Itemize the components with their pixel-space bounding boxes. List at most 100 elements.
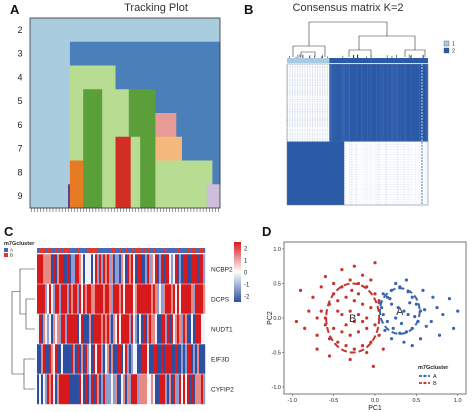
heatmap-cell <box>187 314 190 345</box>
pca-point-a <box>431 295 435 299</box>
annotation-cell <box>53 248 56 253</box>
gene-dendrogram-branch <box>19 268 35 315</box>
annotation-cell <box>79 248 82 253</box>
heatmap-cell <box>121 284 124 315</box>
pca-point-b <box>340 312 344 317</box>
heatmap-cell <box>195 314 198 345</box>
heatmap-cell <box>61 284 64 315</box>
pca-point-b <box>369 278 373 282</box>
heatmap-cell <box>77 314 80 345</box>
heatmap-cell <box>111 284 114 315</box>
annotation-cell <box>139 248 142 253</box>
tracking-cell <box>69 184 84 209</box>
heatmap-cell <box>59 254 62 285</box>
annotation-cell <box>203 248 206 253</box>
heatmap-cell <box>63 344 66 375</box>
heatmap-cell <box>85 344 88 375</box>
colorbar-tick-label: 2 <box>244 247 248 253</box>
heatmap-cell <box>181 314 184 345</box>
heatmap-cell <box>95 374 98 405</box>
pca-point-b <box>352 347 356 351</box>
panel-a-title: Tracking Plot <box>124 2 188 14</box>
tracking-cell <box>155 136 183 161</box>
pca-points <box>294 261 460 368</box>
heatmap-cell <box>167 314 170 345</box>
heatmap-cell <box>101 374 104 405</box>
tracking-cell <box>69 41 221 66</box>
heatmap-cell <box>75 254 78 285</box>
tracking-y-tick-label: 4 <box>17 72 22 82</box>
gene-dendrogram-branch <box>25 298 35 330</box>
pca-point-b <box>348 309 352 313</box>
tracking-cell <box>83 136 103 161</box>
pca-point-b <box>381 347 385 351</box>
gene-dendrogram-branch <box>11 291 24 375</box>
pca-y-tick-label: 0.5 <box>273 281 281 287</box>
panel-d-letter: D <box>262 224 271 239</box>
heatmap-cell <box>187 254 190 285</box>
heatmap-cell <box>43 344 46 375</box>
heatmap-cell <box>69 254 72 285</box>
heatmap-cell <box>201 344 204 375</box>
annotation-cell <box>55 248 58 253</box>
annotation-legend-swatch <box>4 248 8 252</box>
panel-b: B Consensus matrix K=2 12 <box>244 2 455 206</box>
heatmap-cell <box>135 284 138 315</box>
pca-point-a <box>408 301 412 305</box>
pca-point-a <box>394 316 398 320</box>
heatmap-cell <box>169 344 172 375</box>
heatmap-cell <box>103 284 106 315</box>
pca-point-b <box>319 309 323 313</box>
heatmap-cell <box>113 314 116 345</box>
annotation-cell <box>151 248 154 253</box>
pca-point-b <box>365 326 369 330</box>
heatmap-cell <box>123 374 126 405</box>
heatmap-cell <box>147 344 150 375</box>
heatmap-cell <box>39 254 42 285</box>
heatmap-cell <box>107 284 110 315</box>
heatmap-cell <box>199 374 202 405</box>
heatmap-cell <box>45 344 48 375</box>
pca-legend-label: B <box>433 381 437 387</box>
heatmap-cell <box>129 374 132 405</box>
heatmap-cell <box>95 254 98 285</box>
heatmap-cell <box>193 254 196 285</box>
heatmap-cell <box>81 344 84 375</box>
heatmap-cell <box>147 314 150 345</box>
heatmap-cell <box>97 344 100 375</box>
heatmap-cell <box>45 284 48 315</box>
heatmap-cell <box>173 344 176 375</box>
annotation-cell <box>63 248 66 253</box>
heatmap-cell <box>121 374 124 405</box>
heatmap-cell <box>69 374 72 405</box>
heatmap-cell <box>149 284 152 315</box>
heatmap-cell <box>185 284 188 315</box>
tracking-cell <box>83 184 103 209</box>
heatmap-cell <box>43 284 46 315</box>
tracking-cell <box>30 113 71 138</box>
pca-point-a <box>385 319 390 324</box>
heatmap-cell <box>43 374 46 405</box>
heatmap-cell <box>117 284 120 315</box>
heatmap-cell <box>97 374 100 405</box>
pca-point-a <box>413 315 417 319</box>
pca-point-a <box>437 333 442 337</box>
heatmap-cell <box>161 254 164 285</box>
heatmap-cell <box>49 254 52 285</box>
pca-point-a <box>456 309 460 313</box>
pca-point-b <box>377 299 381 303</box>
heatmap-cell <box>197 314 200 345</box>
heatmap-cell <box>117 374 120 405</box>
annotation-cell <box>129 248 132 253</box>
heatmap-cell <box>169 284 172 315</box>
heatmap-cell <box>89 314 92 345</box>
pca-point-b <box>340 330 344 334</box>
heatmap-cell <box>133 344 136 375</box>
heatmap-cell <box>47 254 50 285</box>
heatmap-cell <box>95 314 98 345</box>
heatmap-cell <box>125 314 128 345</box>
cluster1-block <box>287 141 345 205</box>
pca-point-b <box>303 326 307 330</box>
pca-point-b <box>344 295 348 299</box>
heatmap-cell <box>127 374 130 405</box>
